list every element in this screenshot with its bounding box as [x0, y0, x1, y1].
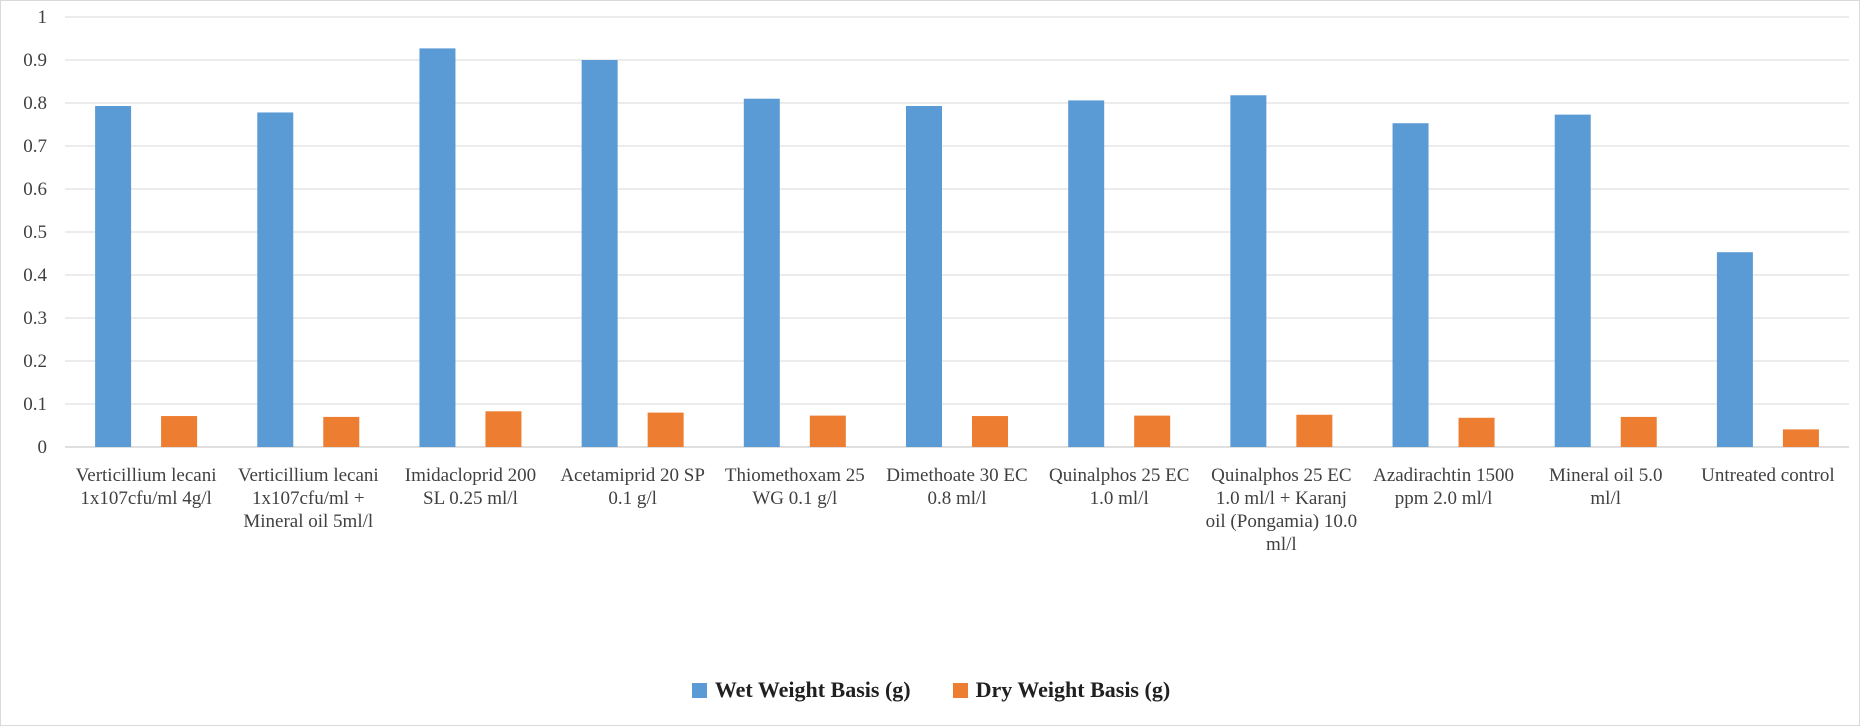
bar-dry-6: [1134, 415, 1171, 447]
bar-wet-2: [419, 48, 456, 447]
x-category-label-line: oil (Pongamia) 10.0: [1206, 511, 1357, 532]
x-category-label: Acetamiprid 20 SP 0.1 g/l: [560, 465, 705, 509]
x-category-label: Thiomethoxam 25 WG 0.1 g/l: [725, 465, 865, 509]
bar-dry-0: [161, 416, 198, 447]
bar-dry-7: [1296, 414, 1333, 447]
x-category-label-line: 0.8 ml/l: [927, 488, 986, 509]
x-category-label-line: Imidacloprid 200: [405, 465, 536, 486]
bar-dry-1: [323, 416, 360, 447]
bar-wet-10: [1716, 252, 1753, 447]
bar-dry-2: [485, 411, 522, 447]
bar-wet-3: [581, 60, 618, 447]
x-category-label-line: Mineral oil 5.0: [1549, 465, 1662, 486]
y-tick-label: 0.8: [23, 93, 47, 114]
legend-swatch-wet: [691, 682, 707, 698]
x-category-label: Imidacloprid 200 SL 0.25 ml/l: [405, 465, 536, 509]
x-category-label: Untreated control: [1701, 465, 1834, 486]
x-axis-category-labels: Verticillium lecani 1x107cfu/ml 4g/lVerti…: [76, 465, 1835, 555]
y-tick-label: 0.7: [23, 136, 47, 157]
y-tick-label: 0.3: [23, 308, 47, 329]
bar-wet-8: [1392, 123, 1429, 448]
legend-label-wet: Wet Weight Basis (g): [714, 677, 911, 702]
y-tick-label: 1: [38, 7, 48, 28]
bar-dry-5: [972, 416, 1008, 447]
x-category-label-line: 0.1 g/l: [608, 488, 657, 509]
x-category-label-line: Thiomethoxam 25: [725, 465, 865, 486]
y-tick-label: 0.2: [23, 351, 47, 372]
x-category-label-line: Acetamiprid 20 SP: [560, 465, 705, 486]
x-category-label: Quinalphos 25 EC 1.0 ml/l: [1049, 465, 1189, 509]
x-category-label-line: ml/l: [1590, 488, 1621, 509]
x-category-label-line: 1x107cfu/ml +: [252, 488, 365, 509]
bar-wet-4: [743, 98, 780, 447]
x-category-label-line: 1.0 ml/l + Karanj: [1216, 488, 1347, 509]
x-category-label: Verticillium lecani 1x107cfu/ml + Mineral …: [238, 465, 379, 532]
x-category-label: Azadirachtin 1500 ppm 2.0 ml/l: [1373, 465, 1514, 509]
y-tick-label: 0.6: [23, 179, 47, 200]
bar-dry-4: [809, 415, 846, 447]
x-category-label: Quinalphos 25 EC 1.0 ml/l + Karanj oil (Po…: [1206, 465, 1357, 555]
x-category-label: Mineral oil 5.0 ml/l: [1549, 465, 1662, 509]
y-tick-label: 0.9: [23, 50, 47, 71]
x-category-label: Dimethoate 30 EC 0.8 ml/l: [886, 465, 1027, 509]
x-category-label: Verticillium lecani 1x107cfu/ml 4g/l: [76, 465, 217, 509]
x-category-label-line: Untreated control: [1701, 465, 1834, 486]
bar-wet-7: [1230, 95, 1267, 447]
gridlines: [65, 16, 1849, 448]
bar-wet-9: [1554, 114, 1591, 448]
bar-dry-3: [647, 412, 684, 447]
y-axis-ticks: 0 0.1 0.2 0.3 0.4 0.5 0.6 0.7 0.8 0.9 1: [23, 7, 47, 458]
bars: [95, 48, 1819, 448]
x-category-label-line: 1x107cfu/ml 4g/l: [80, 488, 211, 509]
y-tick-label: 0.1: [23, 394, 47, 415]
legend: Wet Weight Basis (g) Dry Weight Basis (g…: [1, 677, 1860, 703]
bar-dry-9: [1620, 416, 1657, 447]
y-tick-label: 0.5: [23, 222, 47, 243]
x-category-label-line: SL 0.25 ml/l: [423, 488, 518, 509]
x-category-label-line: WG 0.1 g/l: [752, 488, 837, 509]
x-category-label-line: Verticillium lecani: [76, 465, 217, 486]
bar-dry-8: [1458, 417, 1495, 447]
bar-wet-0: [95, 106, 132, 447]
bar-wet-5: [906, 106, 942, 447]
bar-dry-10: [1782, 429, 1819, 447]
x-category-label-line: Quinalphos 25 EC: [1211, 465, 1351, 486]
y-tick-label: 0: [38, 437, 48, 458]
x-category-label-line: Mineral oil 5ml/l: [243, 511, 373, 532]
x-category-label-line: Quinalphos 25 EC: [1049, 465, 1189, 486]
bar-wet-6: [1068, 100, 1105, 448]
x-category-label-line: Dimethoate 30 EC: [886, 465, 1027, 486]
x-category-label-line: ppm 2.0 ml/l: [1395, 488, 1493, 509]
x-category-label-line: Verticillium lecani: [238, 465, 379, 486]
x-category-label-line: ml/l: [1266, 534, 1297, 555]
legend-item-dry: Dry Weight Basis (g): [952, 677, 1171, 703]
x-category-label-line: 1.0 ml/l: [1090, 488, 1149, 509]
y-tick-label: 0.4: [23, 265, 47, 286]
legend-label-dry: Dry Weight Basis (g): [975, 677, 1171, 702]
legend-swatch-dry: [952, 682, 968, 698]
x-category-label-line: Azadirachtin 1500: [1373, 465, 1514, 486]
bar-wet-1: [257, 112, 294, 448]
legend-item-wet: Wet Weight Basis (g): [691, 677, 911, 703]
